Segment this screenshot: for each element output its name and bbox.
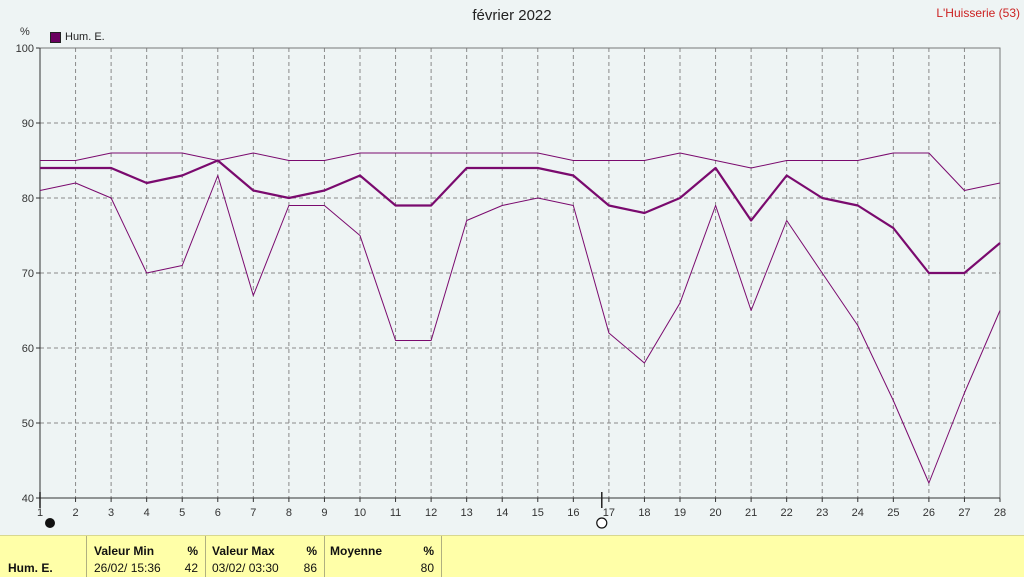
y-axis-unit: %	[20, 26, 30, 38]
min-value: 42	[184, 561, 198, 575]
x-tick-label: 20	[709, 507, 721, 519]
legend-swatch	[50, 31, 61, 43]
x-tick-label: 8	[286, 507, 292, 519]
series-line-min	[39, 175, 1001, 484]
x-tick-label: 21	[745, 507, 757, 519]
y-tick-label: 70	[22, 268, 34, 280]
mean-value: 80	[420, 561, 434, 575]
max-header: Valeur Max	[212, 544, 275, 558]
stats-footer: Hum. E. Valeur Min % 26/02/ 15:36 42 Val…	[0, 535, 1024, 577]
min-header: Valeur Min	[94, 544, 155, 558]
x-tick-label: 7	[250, 507, 256, 519]
max-when: 03/02/ 03:30	[212, 561, 279, 575]
legend: Hum. E.	[50, 31, 105, 43]
x-tick-label: 23	[816, 507, 828, 519]
stats-row-label: Hum. E.	[8, 561, 53, 575]
legend-label: Hum. E.	[65, 31, 105, 43]
min-when: 26/02/ 15:36	[94, 561, 161, 575]
x-tick-label: 14	[496, 507, 508, 519]
station-name: L'Huisserie (53)	[936, 6, 1020, 20]
full-moon-icon	[596, 517, 608, 529]
y-tick-label: 90	[22, 118, 34, 130]
y-tick-label: 80	[22, 193, 34, 205]
stats-mean-cell: Moyenne % 80	[325, 536, 442, 577]
x-tick-label: 2	[72, 507, 78, 519]
x-tick-label: 13	[461, 507, 473, 519]
x-tick-label: 27	[958, 507, 970, 519]
series-lines	[39, 152, 1001, 484]
max-unit: %	[306, 544, 317, 558]
y-tick-label: 100	[16, 43, 34, 55]
x-tick-label: 17	[603, 507, 615, 519]
x-tick-label: 4	[144, 507, 150, 519]
min-unit: %	[187, 544, 198, 558]
y-tick-label: 50	[22, 418, 34, 430]
mean-unit: %	[423, 544, 434, 558]
x-tick-label: 11	[390, 507, 401, 519]
stats-row-label-cell: Hum. E.	[0, 536, 87, 577]
new-moon-icon	[45, 518, 55, 528]
series-line-max	[40, 152, 1001, 191]
x-tick-label: 25	[887, 507, 899, 519]
stats-min-cell: Valeur Min % 26/02/ 15:36 42	[87, 536, 206, 577]
series-line-mean	[40, 159, 1001, 275]
x-tick-label: 15	[532, 507, 544, 519]
grid-lines	[40, 48, 1000, 498]
x-tick-label: 16	[567, 507, 579, 519]
y-tick-label: 60	[22, 343, 34, 355]
x-tick-label: 26	[923, 507, 935, 519]
x-tick-label: 24	[852, 507, 864, 519]
x-tick-label: 5	[179, 507, 185, 519]
x-tick-label: 28	[994, 507, 1006, 519]
x-tick-label: 9	[321, 507, 327, 519]
chart-title: février 2022	[472, 7, 552, 24]
moon-markers	[39, 492, 608, 529]
x-tick-label: 12	[425, 507, 437, 519]
x-tick-label: 1	[37, 507, 43, 519]
mean-header: Moyenne	[330, 544, 383, 558]
x-tick-label: 18	[638, 507, 650, 519]
x-tick-label: 10	[354, 507, 366, 519]
x-tick-label: 3	[108, 507, 114, 519]
max-value: 86	[303, 561, 317, 575]
x-tick-label: 19	[674, 507, 686, 519]
x-tick-label: 6	[215, 507, 221, 519]
y-tick-label: 40	[22, 493, 34, 505]
stats-max-cell: Valeur Max % 03/02/ 03:30 86	[206, 536, 325, 577]
x-tick-label: 22	[781, 507, 793, 519]
